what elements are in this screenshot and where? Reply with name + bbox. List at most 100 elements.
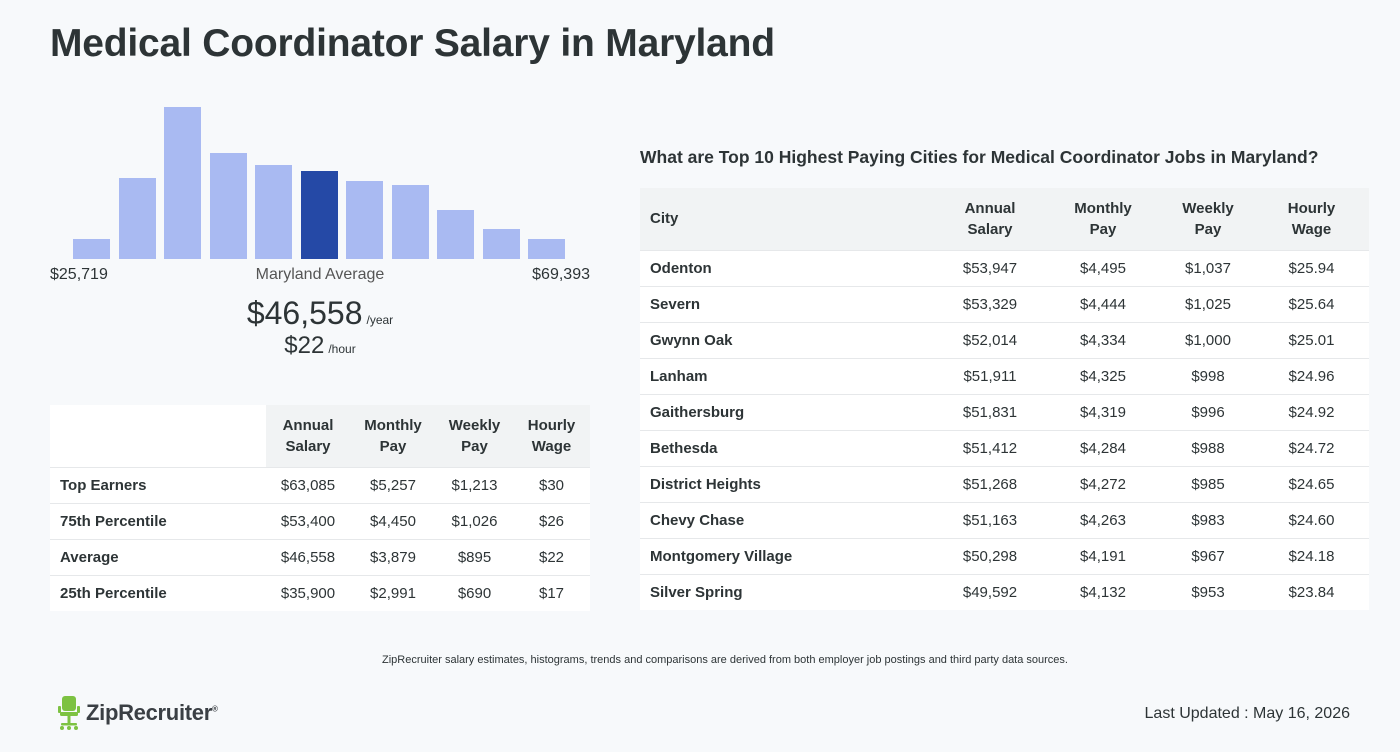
- cell-monthly: $4,272: [1044, 465, 1162, 502]
- cell-city: Gaithersburg: [640, 393, 936, 430]
- histogram-bar: [437, 210, 474, 259]
- header-text: Annual Salary: [282, 416, 334, 455]
- cell-label: Top Earners: [50, 466, 266, 503]
- header-text: City: [650, 210, 679, 228]
- cell-hourly: $26: [513, 502, 590, 539]
- cell-city: Montgomery Village: [640, 537, 936, 574]
- cell-hourly: $24.72: [1254, 429, 1369, 466]
- histogram-max-label: $69,393: [532, 266, 590, 283]
- histogram-bar: [528, 239, 565, 259]
- cities-title: What are Top 10 Highest Paying Cities fo…: [640, 147, 1319, 167]
- cell-hourly: $24.65: [1254, 465, 1369, 502]
- cities-header-annual: Annual Salary: [936, 188, 1044, 250]
- cell-monthly: $3,879: [350, 538, 436, 575]
- cell-hourly: $25.64: [1254, 285, 1369, 322]
- table-row: Silver Spring $49,592 $4,132 $953 $23.84: [640, 573, 1369, 610]
- cell-weekly: $996: [1162, 393, 1254, 430]
- cell-hourly: $23.84: [1254, 573, 1369, 610]
- cell-weekly: $983: [1162, 501, 1254, 538]
- histogram-min-label: $25,719: [50, 266, 108, 283]
- average-hourly-value: $22: [284, 332, 325, 359]
- cell-hourly: $30: [513, 466, 590, 503]
- cell-weekly: $1,037: [1162, 249, 1254, 286]
- cell-city: Bethesda: [640, 429, 936, 466]
- cell-hourly: $17: [513, 574, 590, 611]
- table-row: 75th Percentile $53,400 $4,450 $1,026 $26: [50, 502, 590, 539]
- cell-annual: $53,947: [936, 249, 1044, 286]
- header-text: Hourly Wage: [1287, 199, 1336, 238]
- cell-annual: $52,014: [936, 321, 1044, 358]
- cell-monthly: $4,132: [1044, 573, 1162, 610]
- cell-weekly: $1,000: [1162, 321, 1254, 358]
- cell-weekly: $1,025: [1162, 285, 1254, 322]
- cell-hourly: $24.60: [1254, 501, 1369, 538]
- table-row: Top Earners $63,085 $5,257 $1,213 $30: [50, 466, 590, 503]
- cell-annual: $35,900: [266, 574, 350, 611]
- histogram-bar: [164, 107, 201, 259]
- cell-monthly: $4,450: [350, 502, 436, 539]
- table-row: Average $46,558 $3,879 $895 $22: [50, 538, 590, 575]
- cities-header-weekly: Weekly Pay: [1162, 188, 1254, 250]
- cell-city: Odenton: [640, 249, 936, 286]
- average-hourly-unit: /hour: [328, 342, 356, 356]
- registered-mark: ®: [211, 704, 218, 714]
- cell-city: Silver Spring: [640, 573, 936, 610]
- cell-weekly: $953: [1162, 573, 1254, 610]
- salary-histogram: [50, 96, 590, 259]
- table-row: District Heights $51,268 $4,272 $985 $24.65: [640, 465, 1369, 502]
- cell-label: 75th Percentile: [50, 502, 266, 539]
- cities-header-hourly: Hourly Wage: [1254, 188, 1369, 250]
- histogram-bar: [482, 229, 520, 259]
- percentile-header-hourly: Hourly Wage: [513, 405, 590, 467]
- cell-hourly: $24.92: [1254, 393, 1369, 430]
- histogram-average-label: Maryland Average: [255, 266, 385, 283]
- cell-weekly: $690: [436, 574, 513, 611]
- brand-name: ZipRecruiter®: [86, 700, 218, 726]
- header-text: Weekly Pay: [448, 416, 501, 455]
- cell-annual: $51,911: [936, 357, 1044, 394]
- cell-monthly: $4,325: [1044, 357, 1162, 394]
- cell-annual: $51,163: [936, 501, 1044, 538]
- average-salary-unit: /year: [366, 313, 394, 327]
- header-text: Monthly Pay: [364, 416, 422, 455]
- cell-annual: $46,558: [266, 538, 350, 575]
- table-row: Odenton $53,947 $4,495 $1,037 $25.94: [640, 249, 1369, 286]
- cell-annual: $53,400: [266, 502, 350, 539]
- table-row: Gaithersburg $51,831 $4,319 $996 $24.92: [640, 393, 1369, 430]
- cell-label: 25th Percentile: [50, 574, 266, 611]
- histogram-bar: [346, 181, 383, 259]
- header-text: Annual Salary: [964, 199, 1016, 238]
- cell-monthly: $4,263: [1044, 501, 1162, 538]
- cell-monthly: $4,191: [1044, 537, 1162, 574]
- average-hourly: $22/hour: [50, 332, 590, 360]
- cell-monthly: $4,334: [1044, 321, 1162, 358]
- cell-hourly: $25.01: [1254, 321, 1369, 358]
- cell-monthly: $4,319: [1044, 393, 1162, 430]
- percentile-header-weekly: Weekly Pay: [436, 405, 513, 467]
- page-title: Medical Coordinator Salary in Maryland: [50, 22, 775, 65]
- cell-monthly: $4,444: [1044, 285, 1162, 322]
- cell-monthly: $5,257: [350, 466, 436, 503]
- header-text: Monthly Pay: [1074, 199, 1132, 238]
- cell-city: Gwynn Oak: [640, 321, 936, 358]
- histogram-bar: [300, 171, 338, 259]
- cities-header-city: City: [640, 188, 936, 250]
- percentile-table: Annual Salary Monthly Pay Weekly Pay Hourly…: [50, 405, 590, 611]
- cell-annual: $51,831: [936, 393, 1044, 430]
- percentile-header-annual: Annual Salary: [266, 405, 350, 467]
- cell-label: Average: [50, 538, 266, 575]
- cell-monthly: $4,495: [1044, 249, 1162, 286]
- percentile-header-monthly: Monthly Pay: [350, 405, 436, 467]
- cell-weekly: $988: [1162, 429, 1254, 466]
- chair-icon: [58, 696, 80, 730]
- table-row: Lanham $51,911 $4,325 $998 $24.96: [640, 357, 1369, 394]
- cell-weekly: $1,213: [436, 466, 513, 503]
- cell-hourly: $22: [513, 538, 590, 575]
- average-salary: $46,558/year: [50, 295, 590, 332]
- ziprecruiter-logo[interactable]: ZipRecruiter®: [58, 696, 218, 730]
- cell-city: Lanham: [640, 357, 936, 394]
- cell-weekly: $985: [1162, 465, 1254, 502]
- cell-city: Severn: [640, 285, 936, 322]
- cities-table: City Annual Salary Monthly Pay Weekly Pay H…: [640, 188, 1369, 610]
- header-text: Weekly Pay: [1182, 199, 1234, 238]
